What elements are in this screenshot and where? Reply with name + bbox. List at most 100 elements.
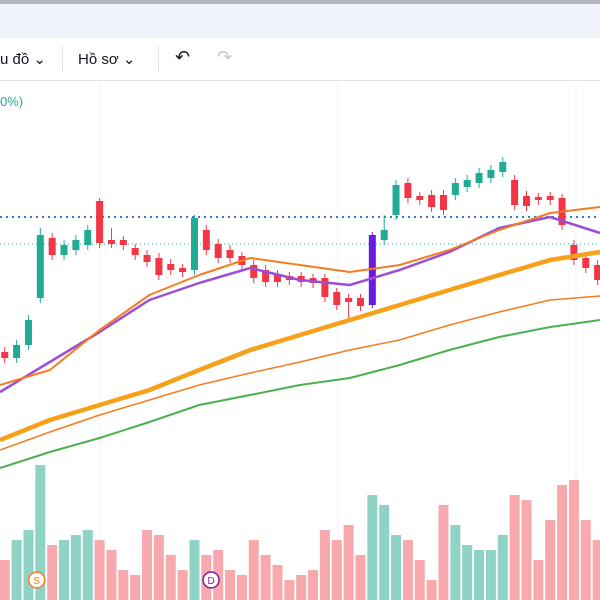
event-marker-label: S	[33, 576, 40, 587]
candle-body	[499, 162, 507, 172]
candle-body	[155, 258, 163, 275]
candle-body	[463, 180, 471, 187]
candle-body	[416, 196, 424, 200]
candle-body	[428, 195, 436, 207]
volume-bar	[177, 570, 188, 600]
candle-body	[48, 238, 56, 255]
volume-bar	[497, 535, 508, 600]
event-marker	[202, 571, 220, 589]
volume-bar	[70, 535, 81, 600]
volume-bar	[153, 535, 164, 600]
volume-bar	[130, 575, 141, 600]
volume-bar	[438, 505, 449, 600]
candle-body	[333, 292, 341, 305]
candle-body	[179, 268, 187, 272]
volume-bar	[94, 540, 105, 600]
profile-menu[interactable]: Hồ sơ ⌄	[78, 51, 136, 68]
candle-body	[13, 345, 21, 358]
volume-bar	[485, 550, 496, 600]
volume-bar	[580, 520, 591, 600]
volume-bar	[47, 545, 58, 600]
candle-body	[594, 265, 600, 280]
candle-body	[392, 185, 400, 215]
candle-body	[190, 218, 198, 270]
moving-average-line	[0, 206, 600, 386]
volume-bar	[474, 550, 485, 600]
candle-body	[522, 196, 530, 206]
volume-bar	[568, 480, 579, 600]
volume-bar	[414, 560, 425, 600]
volume-bar	[236, 575, 247, 600]
volume-bar	[533, 560, 544, 600]
candle-body	[167, 264, 175, 270]
candle-body	[96, 201, 104, 243]
candle-body	[202, 230, 210, 250]
volume-bar	[308, 570, 319, 600]
volume-bar	[343, 525, 354, 600]
toolbar: u đồ ⌄ Hồ sơ ⌄ ↶ ↷	[0, 38, 600, 81]
volume-bar	[23, 530, 34, 600]
candle-body	[356, 298, 364, 306]
event-marker	[28, 571, 46, 589]
volume-bar	[391, 535, 402, 600]
volume-bar	[426, 580, 437, 600]
candle-body	[24, 320, 32, 345]
undo-button[interactable]: ↶	[175, 47, 191, 67]
separator	[158, 46, 159, 72]
moving-average-line	[0, 319, 600, 469]
volume-bar	[319, 530, 330, 600]
volume-bar	[509, 495, 520, 600]
separator	[62, 46, 63, 72]
volume-bar	[106, 550, 117, 600]
volume-bar	[557, 485, 568, 600]
volume-bar	[379, 505, 390, 600]
volume-bar	[165, 555, 176, 600]
candle-body	[226, 250, 234, 258]
volume-bar	[296, 575, 307, 600]
candle-body	[143, 255, 151, 262]
candle-body	[511, 180, 519, 205]
volume-bar	[248, 540, 259, 600]
volume-bar	[462, 545, 473, 600]
candle-body	[107, 240, 115, 244]
volume-bar	[225, 570, 236, 600]
volume-bar	[521, 500, 532, 600]
event-marker-label: D	[207, 576, 214, 587]
volume-bar	[260, 555, 271, 600]
candle-body	[368, 235, 376, 305]
candle-body	[380, 230, 388, 240]
top-band	[0, 0, 600, 38]
volume-bar	[545, 520, 556, 600]
candle-body	[131, 248, 139, 255]
candle-body	[119, 240, 127, 245]
chart-menu[interactable]: u đồ ⌄	[0, 51, 46, 68]
candle-body	[72, 240, 80, 250]
candle-body	[475, 173, 483, 183]
volume-bar	[142, 530, 153, 600]
candle-body	[582, 258, 590, 268]
candle-body	[273, 275, 281, 282]
candle-body	[321, 278, 329, 297]
candle-body	[250, 265, 258, 278]
volume-bar	[367, 495, 378, 600]
volume-bar	[272, 565, 283, 600]
candle-body	[487, 170, 495, 178]
volume-bar	[284, 580, 295, 600]
volume-bar	[118, 570, 129, 600]
redo-button[interactable]: ↷	[217, 47, 233, 67]
candle-body	[451, 183, 459, 195]
moving-average-line	[0, 215, 600, 394]
moving-average-line	[0, 295, 600, 451]
volume-bar	[11, 540, 22, 600]
candle-body	[60, 245, 68, 255]
volume-bar	[450, 525, 461, 600]
volume-bar	[331, 540, 342, 600]
volume-bar	[0, 560, 10, 600]
candle-body	[345, 298, 353, 302]
volume-bar	[592, 540, 600, 600]
candle-body	[570, 245, 578, 260]
candle-body	[534, 197, 542, 200]
volume-bar	[402, 540, 413, 600]
candle-body	[36, 235, 44, 298]
